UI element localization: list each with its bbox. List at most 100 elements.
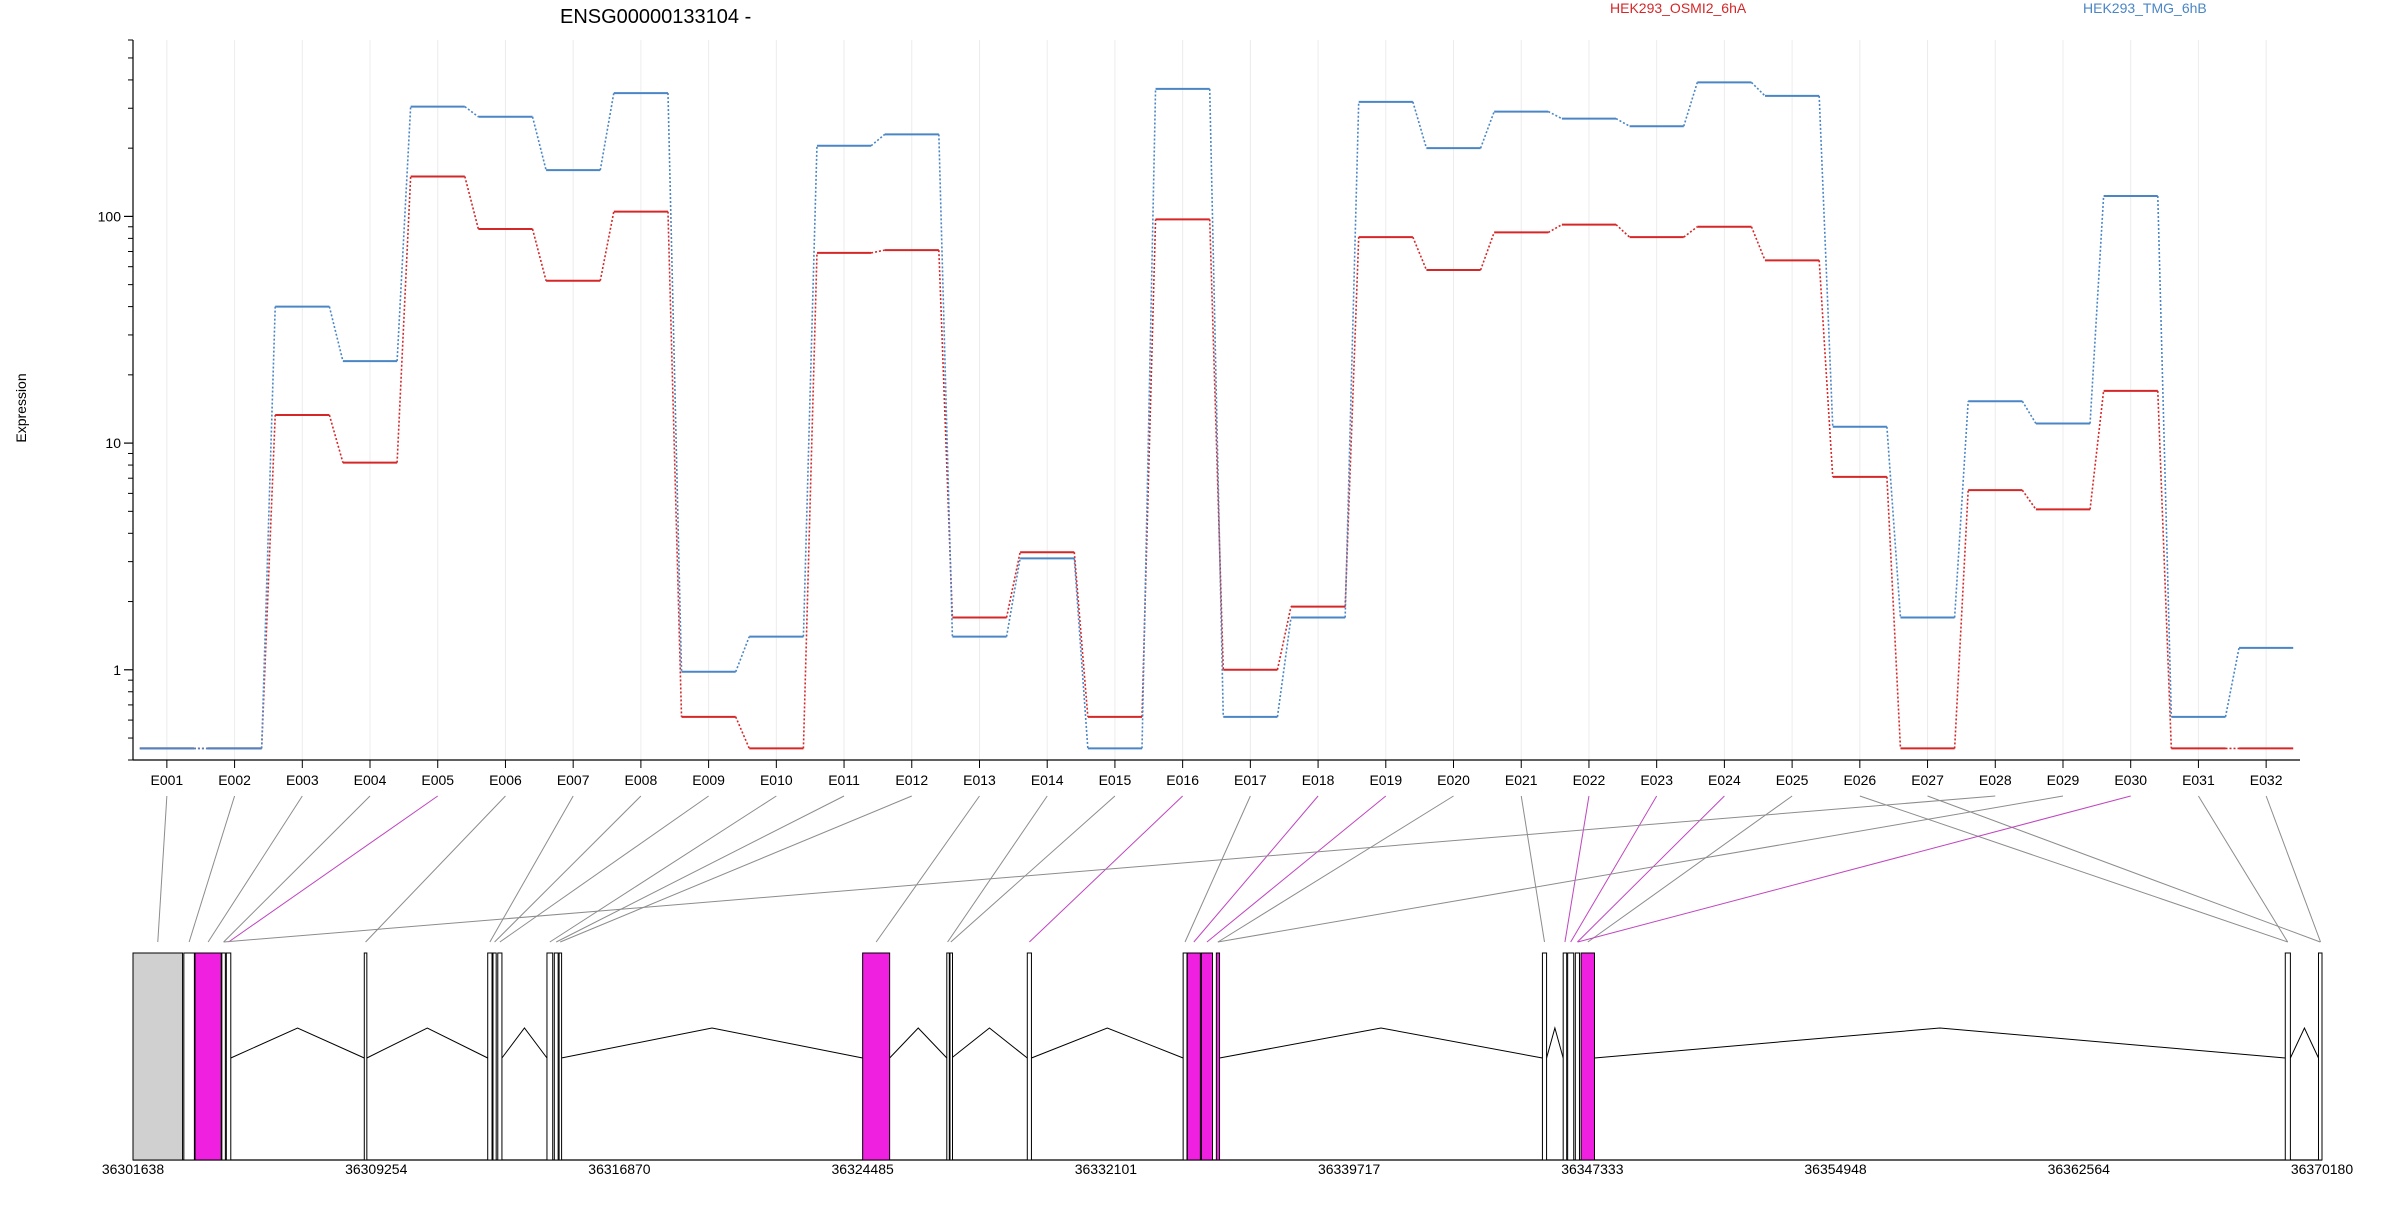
exon-block <box>1541 952 1548 1161</box>
x-tick-label-E024: E024 <box>1708 772 1741 788</box>
series-transition <box>870 249 885 254</box>
series-transition <box>1073 552 1089 717</box>
x-tick-label-E011: E011 <box>828 772 860 788</box>
exon-connector-lines <box>157 795 2322 943</box>
exon-connector-E014 <box>947 795 1048 943</box>
genomic-coordinate-label: 36347333 <box>1561 1161 1624 1177</box>
series-transition <box>938 134 954 637</box>
series-transition <box>1547 223 1563 234</box>
genomic-coordinate-label: 36309254 <box>345 1161 408 1177</box>
x-tick-label-E031: E031 <box>2182 772 2215 788</box>
intron-line <box>230 1027 365 1059</box>
x-tick-label-E003: E003 <box>286 772 319 788</box>
exon-connector-E032 <box>2265 795 2322 943</box>
x-tick-label-E010: E010 <box>760 772 793 788</box>
exon-connector-E015 <box>950 795 1116 943</box>
x-tick-label-E032: E032 <box>2250 772 2283 788</box>
series-transition <box>1479 232 1495 271</box>
x-tick-label-E016: E016 <box>1166 772 1199 788</box>
exon-block <box>1562 952 1568 1161</box>
exon-connector-E024 <box>1577 795 1725 943</box>
x-tick-label-E030: E030 <box>2114 772 2147 788</box>
x-tick-label-E025: E025 <box>1776 772 1809 788</box>
exon-connector-E008 <box>494 795 642 943</box>
series-transition <box>328 306 344 362</box>
exon-connector-E030 <box>1577 795 2131 943</box>
genomic-coordinate-label: 36332101 <box>1075 1161 1138 1177</box>
exon-connector-E019 <box>1206 795 1387 943</box>
series-transition <box>1005 552 1021 618</box>
exon-block <box>1567 952 1575 1161</box>
exon-connector-E027 <box>1927 795 2321 943</box>
series-transition <box>1818 260 1834 477</box>
y-axis-label: Expression <box>13 373 29 442</box>
grid-lines <box>166 40 2267 760</box>
exon-connector-E006 <box>365 795 506 943</box>
x-tick-label-E018: E018 <box>1302 772 1335 788</box>
series-transition <box>667 93 683 672</box>
intron-line <box>1594 1027 2286 1059</box>
x-tick-label-E008: E008 <box>625 772 658 788</box>
exon-block <box>487 952 493 1161</box>
exon-connector-E013 <box>875 795 980 943</box>
y-tick-label: 10 <box>105 435 121 451</box>
x-tick-label-E028: E028 <box>1979 772 2012 788</box>
exon-block <box>492 952 497 1161</box>
x-tick-label-E021: E021 <box>1505 772 1538 788</box>
exon-block <box>194 952 222 1161</box>
exon-connector-E021 <box>1520 795 1545 943</box>
series-transition <box>1276 606 1292 670</box>
intron-line <box>366 1027 488 1059</box>
exon-block <box>1186 952 1201 1161</box>
exon-connector-E005 <box>228 795 439 943</box>
exon-block <box>1580 952 1595 1161</box>
exon-connector-E020 <box>1217 795 1454 943</box>
series-transition <box>531 116 547 171</box>
genomic-coordinate-label: 36354948 <box>1804 1161 1867 1177</box>
exon-block <box>553 952 559 1161</box>
chart-title: ENSG00000133104 - <box>560 6 751 28</box>
series-lines <box>139 81 2294 750</box>
exon-connector-E012 <box>560 795 912 943</box>
series-transition <box>667 211 683 717</box>
series-transition <box>734 636 750 673</box>
series-transition <box>396 106 412 362</box>
exon-block <box>558 952 563 1161</box>
series-transition <box>1615 117 1630 127</box>
exon-block <box>1574 952 1580 1161</box>
series-transition <box>1886 476 1902 749</box>
exon-connector-E029 <box>1217 795 2064 943</box>
series-transition <box>2021 400 2037 424</box>
series-transition <box>1141 219 1157 717</box>
series-transition <box>2021 489 2037 510</box>
series-transition <box>802 252 818 749</box>
series-transition <box>1412 101 1428 149</box>
exon-connector-E018 <box>1193 795 1319 943</box>
x-tick-label-E012: E012 <box>895 772 928 788</box>
intron-line <box>2289 1026 2319 1059</box>
y-tick-label: 1 <box>113 662 121 678</box>
exon-block <box>1026 952 1032 1161</box>
series-transition <box>802 145 818 637</box>
series-transition <box>1005 558 1021 637</box>
series-transition <box>1682 82 1699 127</box>
series-transition <box>328 414 344 463</box>
series-transition <box>1818 95 1834 427</box>
series-transition <box>1073 558 1089 749</box>
intron-line <box>1546 1026 1564 1059</box>
series-transition <box>1615 224 1631 238</box>
series-transition <box>464 105 479 118</box>
x-tick-label-E023: E023 <box>1640 772 1673 788</box>
series-transition <box>1208 88 1225 717</box>
series-transition <box>1547 110 1563 120</box>
intron-line <box>1031 1027 1184 1059</box>
x-tick-label-E004: E004 <box>354 772 387 788</box>
exon-block <box>862 952 891 1161</box>
intron-line <box>1219 1027 1543 1059</box>
exon-connector-E022 <box>1564 795 1590 943</box>
exon-block <box>946 952 950 1161</box>
exon-block <box>363 952 368 1161</box>
exon-connector-E001 <box>157 795 168 943</box>
